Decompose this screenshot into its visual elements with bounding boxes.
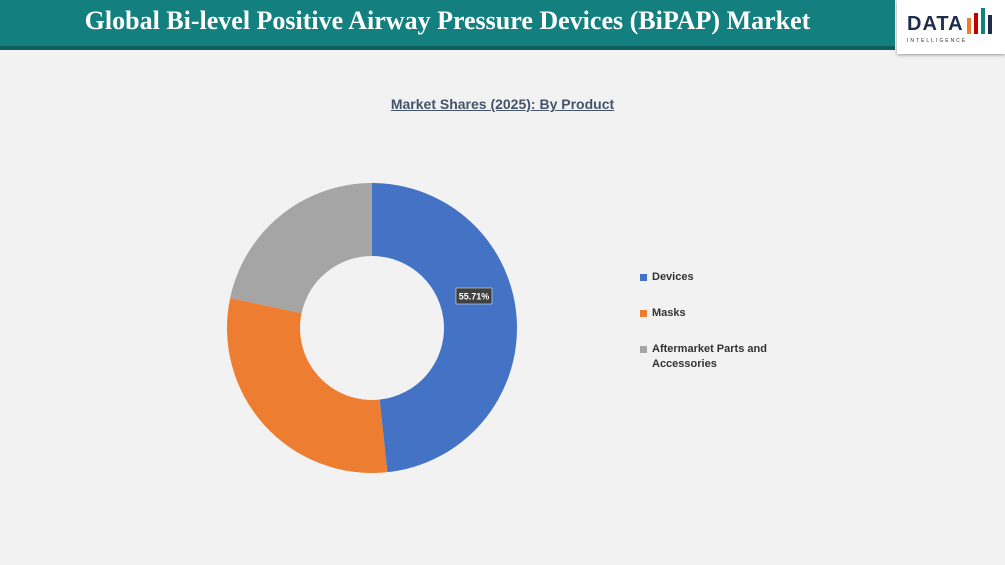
donut-slice	[372, 183, 517, 473]
legend-item: Aftermarket Parts and Accessories	[640, 342, 800, 372]
data-label: 55.71%	[459, 292, 490, 302]
legend-item: Devices	[640, 270, 800, 285]
chart-title: Market Shares (2025): By Product	[390, 96, 615, 112]
data-label-box	[455, 287, 493, 305]
logo-bars	[967, 8, 992, 34]
legend: Devices Masks Aftermarket Parts and Access…	[640, 270, 800, 393]
donut-slice	[230, 183, 372, 314]
logo-tagline: INTELLIGENCE	[907, 38, 968, 44]
legend-label: Masks	[652, 307, 686, 319]
logo: DATA INTELLIGENCE	[897, 0, 1005, 54]
logo-name: DATA	[907, 13, 964, 35]
header-title: Global Bi-level Positive Airway Pressure…	[84, 6, 811, 35]
legend-label: Aftermarket Parts and Accessories	[652, 343, 767, 370]
legend-label: Devices	[652, 271, 694, 283]
header-bar	[0, 0, 895, 50]
donut-slice	[227, 297, 388, 473]
legend-swatch	[640, 310, 647, 317]
legend-swatch	[640, 274, 647, 281]
legend-swatch	[640, 346, 647, 353]
legend-item: Masks	[640, 306, 800, 321]
